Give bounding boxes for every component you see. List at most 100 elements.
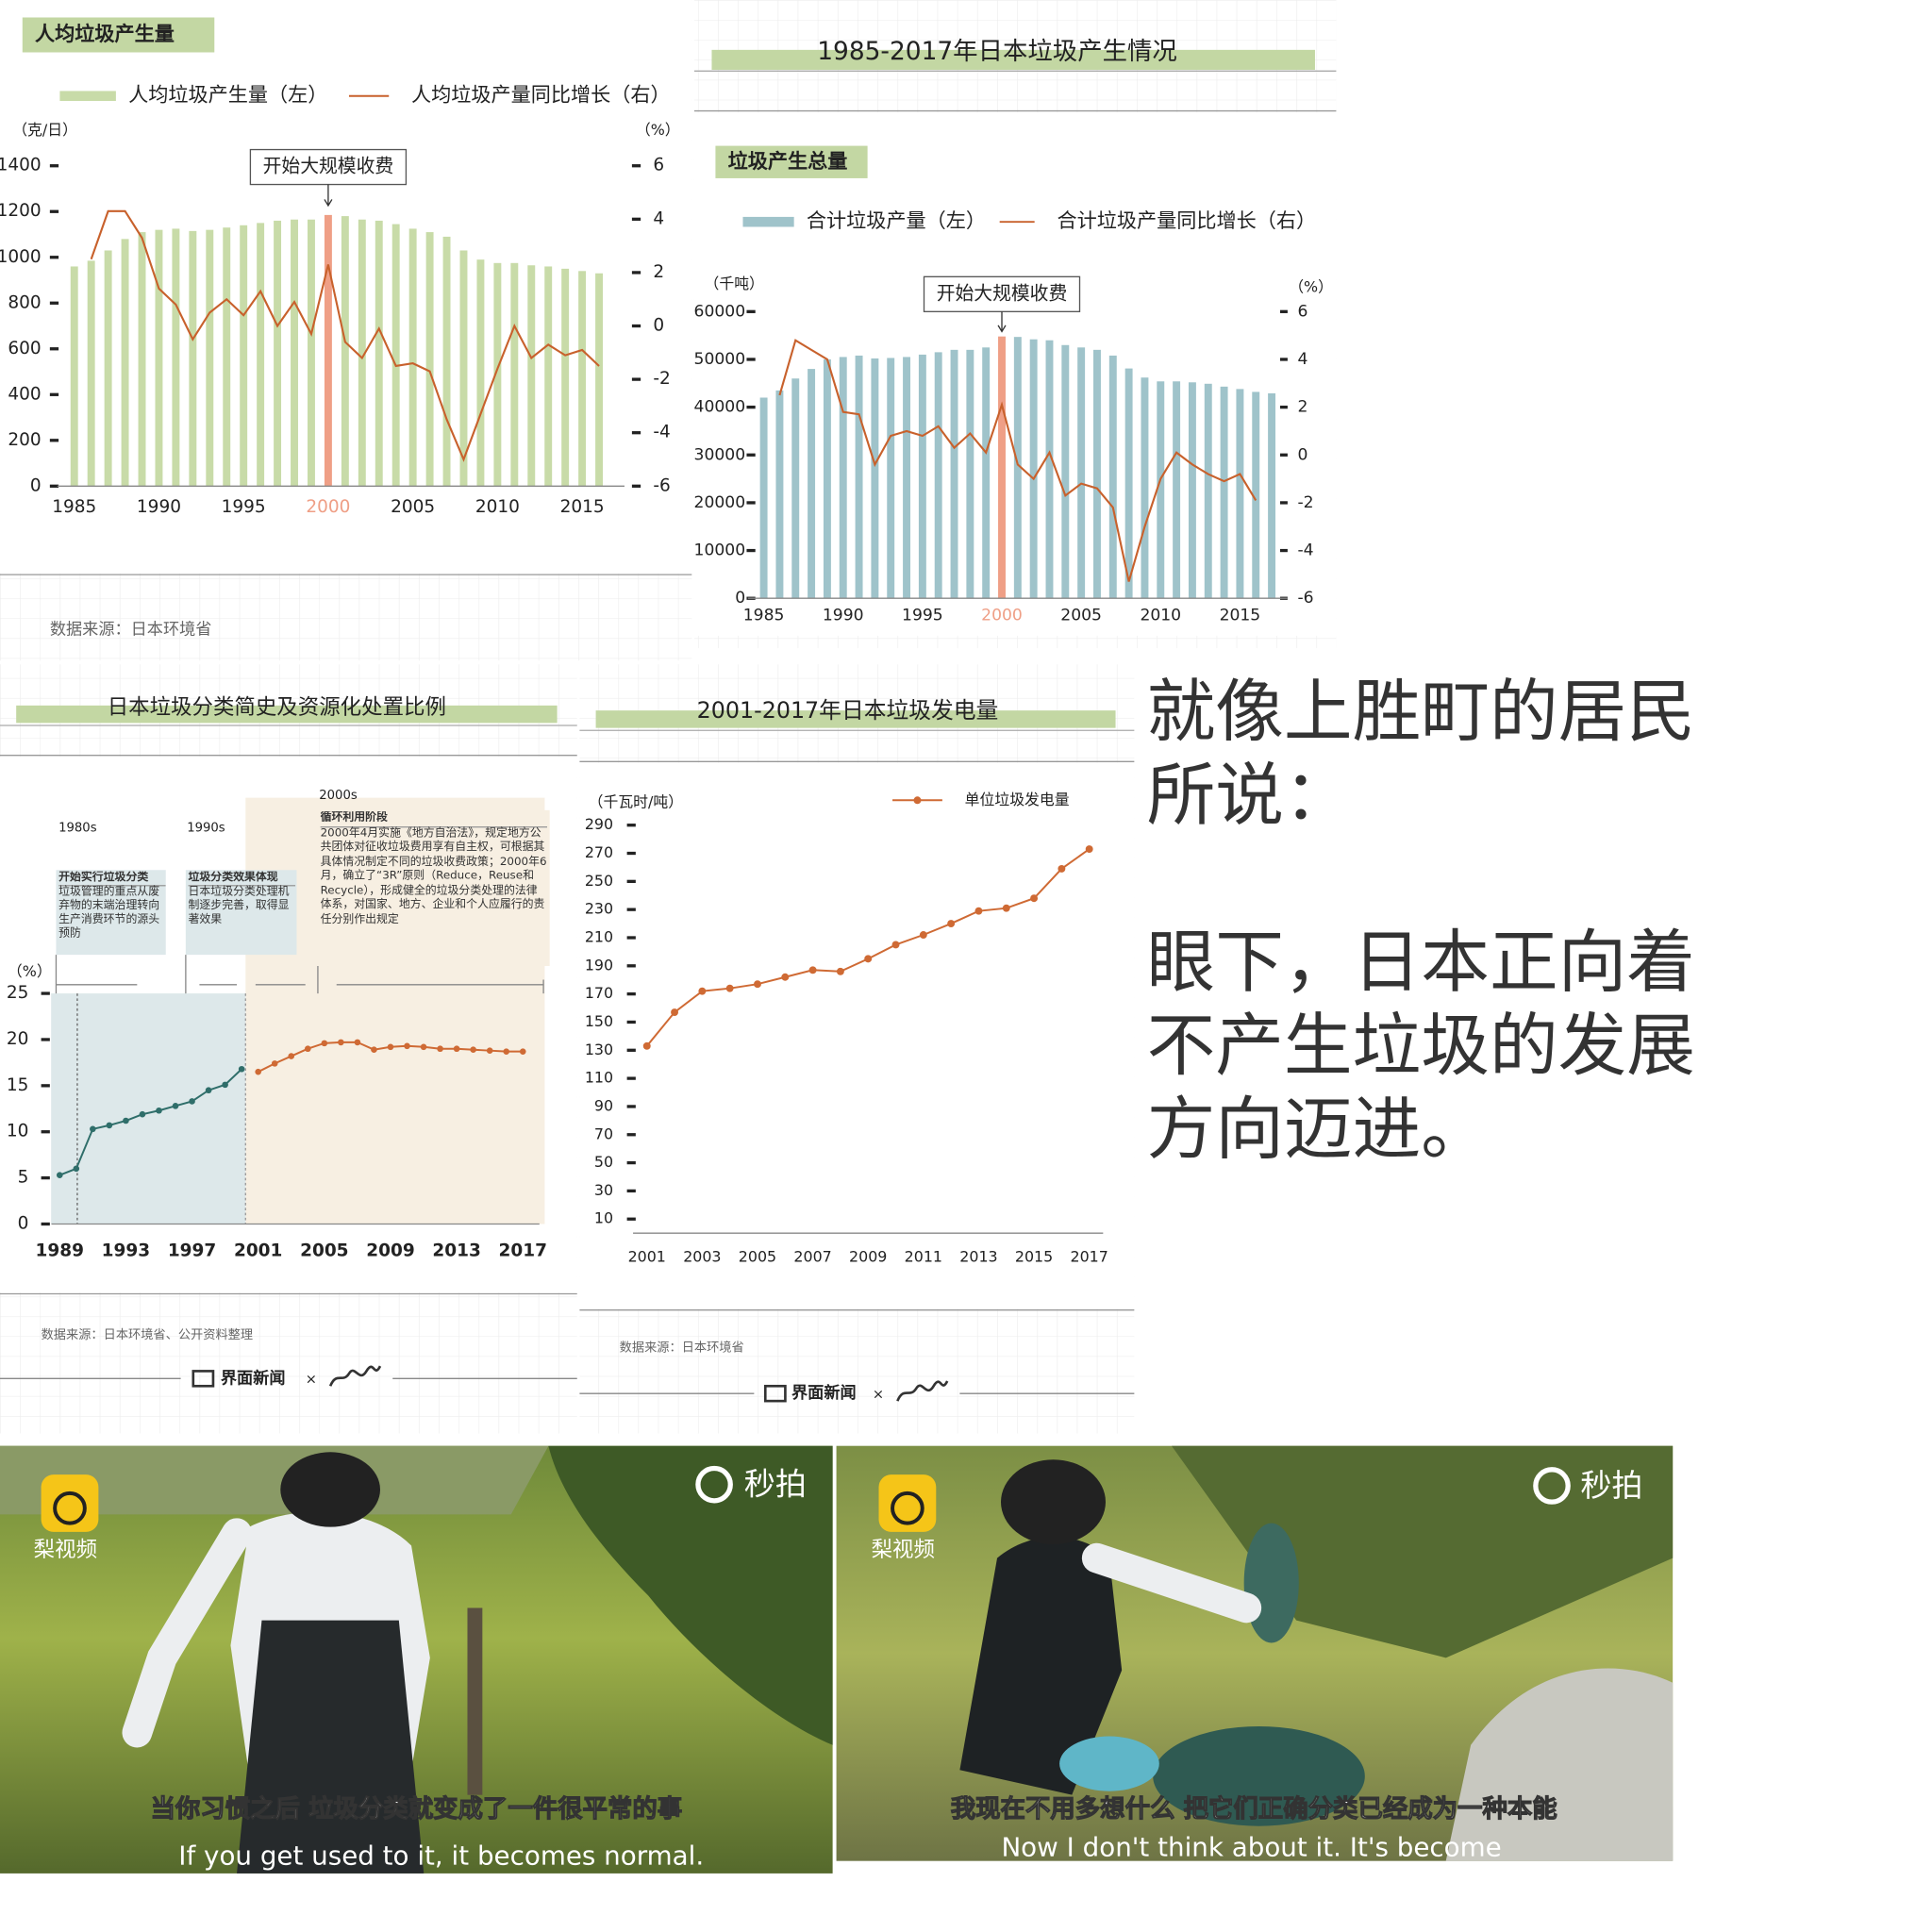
bar [1141, 377, 1149, 599]
x-tick-label: 2007 [793, 1248, 831, 1266]
bar [544, 266, 553, 487]
point [486, 1047, 493, 1054]
bar [1236, 389, 1244, 599]
footer-times: × [873, 1388, 884, 1403]
point [172, 1103, 179, 1109]
arm [1081, 1542, 1262, 1624]
point [371, 1046, 377, 1054]
point [420, 1043, 427, 1051]
bar [527, 265, 536, 487]
bowl [1059, 1736, 1159, 1791]
source: 数据来源：日本环境省、公开资料整理 [42, 1327, 253, 1342]
bar [808, 369, 816, 599]
point [271, 1060, 278, 1067]
footer-logo [896, 1380, 949, 1402]
point [781, 973, 790, 981]
bar [791, 378, 800, 599]
x-tick-label: 2017 [1071, 1248, 1108, 1266]
chart-title: 1985-2017年日本垃圾产生情况 [817, 37, 1177, 66]
chart-header: 垃圾产生总量 [728, 149, 848, 173]
legend-label: 合计垃圾产量同比增长（右） [1057, 208, 1316, 232]
y-axis-unit: （千吨） [705, 275, 764, 292]
y-tick-label: 150 [585, 1012, 613, 1030]
point [437, 1045, 443, 1053]
bar [1204, 383, 1212, 599]
line [90, 209, 600, 462]
legend-label: 人均垃圾产生量（左） [128, 83, 327, 107]
x-tick-label: 2009 [366, 1241, 414, 1261]
point [470, 1046, 476, 1054]
title-band [711, 49, 1315, 70]
bar [775, 390, 784, 599]
bar [1077, 347, 1086, 599]
y-tick-label: 210 [585, 927, 613, 945]
logo-glyph [891, 1491, 924, 1525]
bar [1124, 368, 1133, 599]
bar [1157, 381, 1165, 599]
y-tick-label: 600 [8, 339, 41, 358]
x-tick-label: 2003 [683, 1248, 721, 1266]
bar [1268, 392, 1276, 599]
bar [257, 223, 265, 487]
y2-tick-label: -6 [653, 475, 670, 495]
bar [240, 225, 248, 487]
brand-logo: 秒拍 [1580, 1467, 1642, 1504]
x-tick-label: 2015 [560, 497, 605, 517]
brand-icon [1533, 1467, 1571, 1505]
y2-tick-label: -4 [653, 423, 670, 442]
era-text: 2000年4月实施《地方自治法》，规定地方公共团体对征收垃圾费用享有自主权，可根… [320, 826, 547, 926]
point [189, 1098, 195, 1105]
y-tick-label: 800 [8, 292, 41, 312]
x-tick-label: 2005 [300, 1241, 348, 1261]
point [288, 1053, 295, 1059]
y-tick-label: 50000 [694, 350, 746, 369]
era-box [56, 870, 166, 956]
y-tick-label: 20 [7, 1029, 29, 1049]
source: 数据来源：日本环境省 [620, 1340, 744, 1355]
bar [950, 349, 958, 599]
y-tick-label: 200 [8, 430, 41, 450]
annotation: 开始大规模收费 [937, 282, 1068, 304]
point [304, 1045, 311, 1053]
platform-logo: 梨视频 [34, 1538, 97, 1562]
bar [324, 214, 332, 487]
bar [1093, 349, 1101, 599]
era-box [185, 870, 297, 956]
x-tick-label: 1997 [168, 1241, 216, 1261]
y-tick-label: 1400 [0, 156, 42, 175]
bar [1220, 386, 1228, 599]
bar [223, 227, 231, 487]
paragraph: 就像上胜町的居民所说： [1146, 672, 1695, 836]
point [387, 1043, 394, 1051]
bar [391, 224, 400, 487]
y-tick-label: 30 [594, 1181, 613, 1199]
point [1030, 894, 1039, 903]
era-decade: 1980s [58, 821, 97, 835]
era-text: 日本垃圾分类处理机制逐步完善，取得显著效果 [188, 886, 290, 926]
x-tick-label: 2017 [499, 1241, 547, 1261]
annotation-arrow [997, 311, 1007, 333]
x-tick-label: 1985 [743, 607, 785, 625]
annotation-box [249, 148, 408, 186]
subtitle-en: If you get used to it, it becomes normal… [178, 1840, 704, 1872]
x-tick-label: 2001 [628, 1248, 666, 1266]
y-axis-unit: （千瓦时/吨） [589, 792, 683, 810]
bin-lid [1243, 1523, 1299, 1643]
bar [887, 358, 895, 599]
bin [1153, 1725, 1365, 1826]
chart-title: 2001-2017年日本垃圾发电量 [697, 697, 999, 724]
point [974, 907, 983, 915]
annotation: 开始大规模收费 [263, 156, 394, 177]
bar [1045, 340, 1054, 599]
x-tick-label: 1989 [36, 1241, 84, 1261]
bar [595, 273, 604, 487]
point [354, 1039, 361, 1046]
y2-tick-label: -6 [1297, 589, 1313, 608]
footer-icon [192, 1370, 215, 1388]
y2-tick-label: 4 [653, 208, 664, 228]
hair [280, 1452, 380, 1527]
era-bg [51, 993, 246, 1224]
